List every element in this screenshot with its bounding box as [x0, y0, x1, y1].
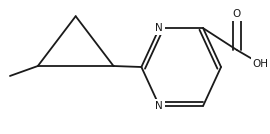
Text: N: N	[156, 23, 163, 33]
Text: O: O	[233, 9, 241, 19]
Text: N: N	[156, 101, 163, 111]
Text: OH: OH	[253, 59, 269, 69]
